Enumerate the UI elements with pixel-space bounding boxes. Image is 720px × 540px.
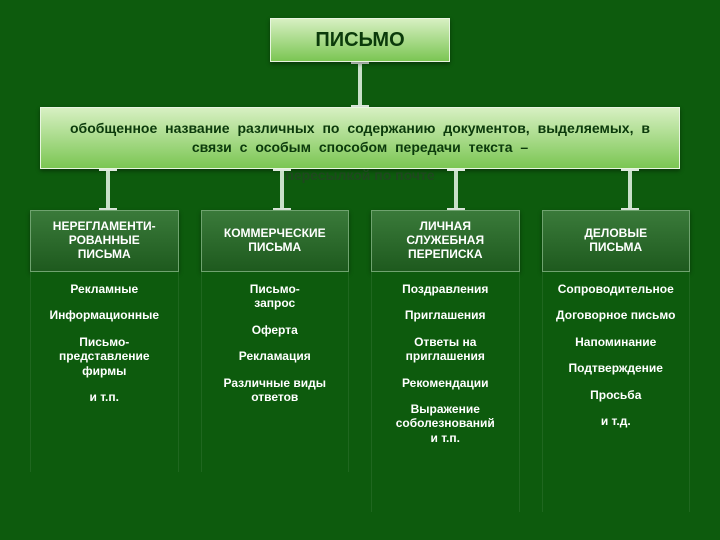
column: ДЕЛОВЫЕПИСЬМА Сопроводительное Договорное … (542, 210, 691, 512)
definition-box: обобщенное название различных по содержа… (40, 107, 680, 169)
column: ЛИЧНАЯСЛУЖЕБНАЯПЕРЕПИСКА Поздравления Приг… (371, 210, 520, 512)
root-title: ПИСЬМО (270, 18, 450, 62)
column-header: КОММЕРЧЕСКИЕПИСЬМА (201, 210, 350, 272)
column-body: Рекламные Информационные Письмо-представле… (30, 272, 179, 472)
connector-cap (273, 169, 291, 171)
column-body: Письмо-запрос Оферта Рекламация Различные в… (201, 272, 350, 472)
column-item: Рекомендации (376, 376, 515, 390)
definition-text: обобщенное название различных по содержа… (59, 119, 661, 157)
column-item: Рекламация (206, 349, 345, 363)
diagram-stage: ПИСЬМО обобщенное название различных по … (0, 0, 720, 540)
column-item: Письмо-представлениефирмы (35, 335, 174, 378)
column-item: Информационные (35, 308, 174, 322)
connector-cap (99, 169, 117, 171)
column-item: и т.п. (35, 390, 174, 404)
column-item: Приглашения (376, 308, 515, 322)
column-body: Сопроводительное Договорное письмо Напомин… (542, 272, 691, 512)
column-item: Просьба (547, 388, 686, 402)
column-item: и т.д. (547, 414, 686, 428)
connector-root-def (358, 62, 362, 107)
columns-row: НЕРЕГЛАМЕНТИ-РОВАННЫЕПИСЬМА Рекламные Инфо… (30, 210, 690, 512)
column-item: Договорное письмо (547, 308, 686, 322)
column: НЕРЕГЛАМЕНТИ-РОВАННЫЕПИСЬМА Рекламные Инфо… (30, 210, 179, 512)
column-item: Письмо-запрос (206, 282, 345, 311)
column-header: НЕРЕГЛАМЕНТИ-РОВАННЫЕПИСЬМА (30, 210, 179, 272)
column-item: Ответы наприглашения (376, 335, 515, 364)
root-title-text: ПИСЬМО (315, 29, 404, 52)
connector-def-col (280, 169, 284, 210)
column-item: Оферта (206, 323, 345, 337)
column-header: ЛИЧНАЯСЛУЖЕБНАЯПЕРЕПИСКА (371, 210, 520, 272)
connector-cap (351, 62, 369, 64)
column-item: Выражениесоболезнованийи т.п. (376, 402, 515, 445)
column-item: Различные видыответов (206, 376, 345, 405)
connector-def-col (454, 169, 458, 210)
column-body: Поздравления Приглашения Ответы наприглаше… (371, 272, 520, 512)
connector-cap (621, 169, 639, 171)
column-item: Рекламные (35, 282, 174, 296)
column-header: ДЕЛОВЫЕПИСЬМА (542, 210, 691, 272)
column-item: Подтверждение (547, 361, 686, 375)
connector-def-col (106, 169, 110, 210)
column-item: Сопроводительное (547, 282, 686, 296)
column-item: Поздравления (376, 282, 515, 296)
connector-def-col (628, 169, 632, 210)
column-item: Напоминание (547, 335, 686, 349)
connector-cap (447, 169, 465, 171)
column: КОММЕРЧЕСКИЕПИСЬМА Письмо-запрос Оферта Рек… (201, 210, 350, 512)
